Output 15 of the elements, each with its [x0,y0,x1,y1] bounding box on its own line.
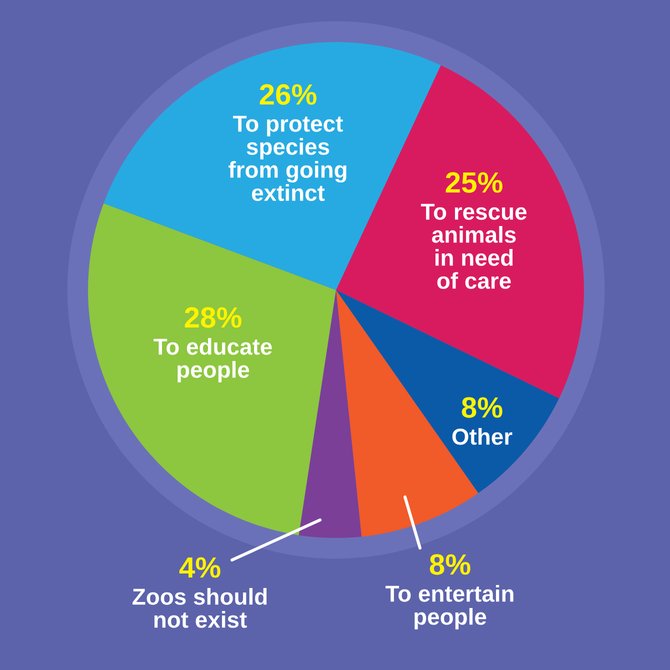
data-label: 26% [260,84,316,105]
data-label: 25% [446,172,502,193]
pie-slice [298,290,362,538]
data-label: 8% [462,397,502,418]
slice-label: To entertain people [386,585,514,630]
pie-slice [88,203,336,536]
pie-slice [336,290,560,494]
slice-label: To rescue animals in need of care [420,204,527,289]
slice-label: Zoos should not exist [132,588,267,628]
data-label: 28% [184,307,242,328]
slice-label: Other [452,428,512,445]
data-label: 8% [430,554,470,575]
slice-label: To protect species from going extinct [228,116,346,202]
slice-label: To educate people [154,338,272,382]
data-label: 4% [179,557,220,578]
